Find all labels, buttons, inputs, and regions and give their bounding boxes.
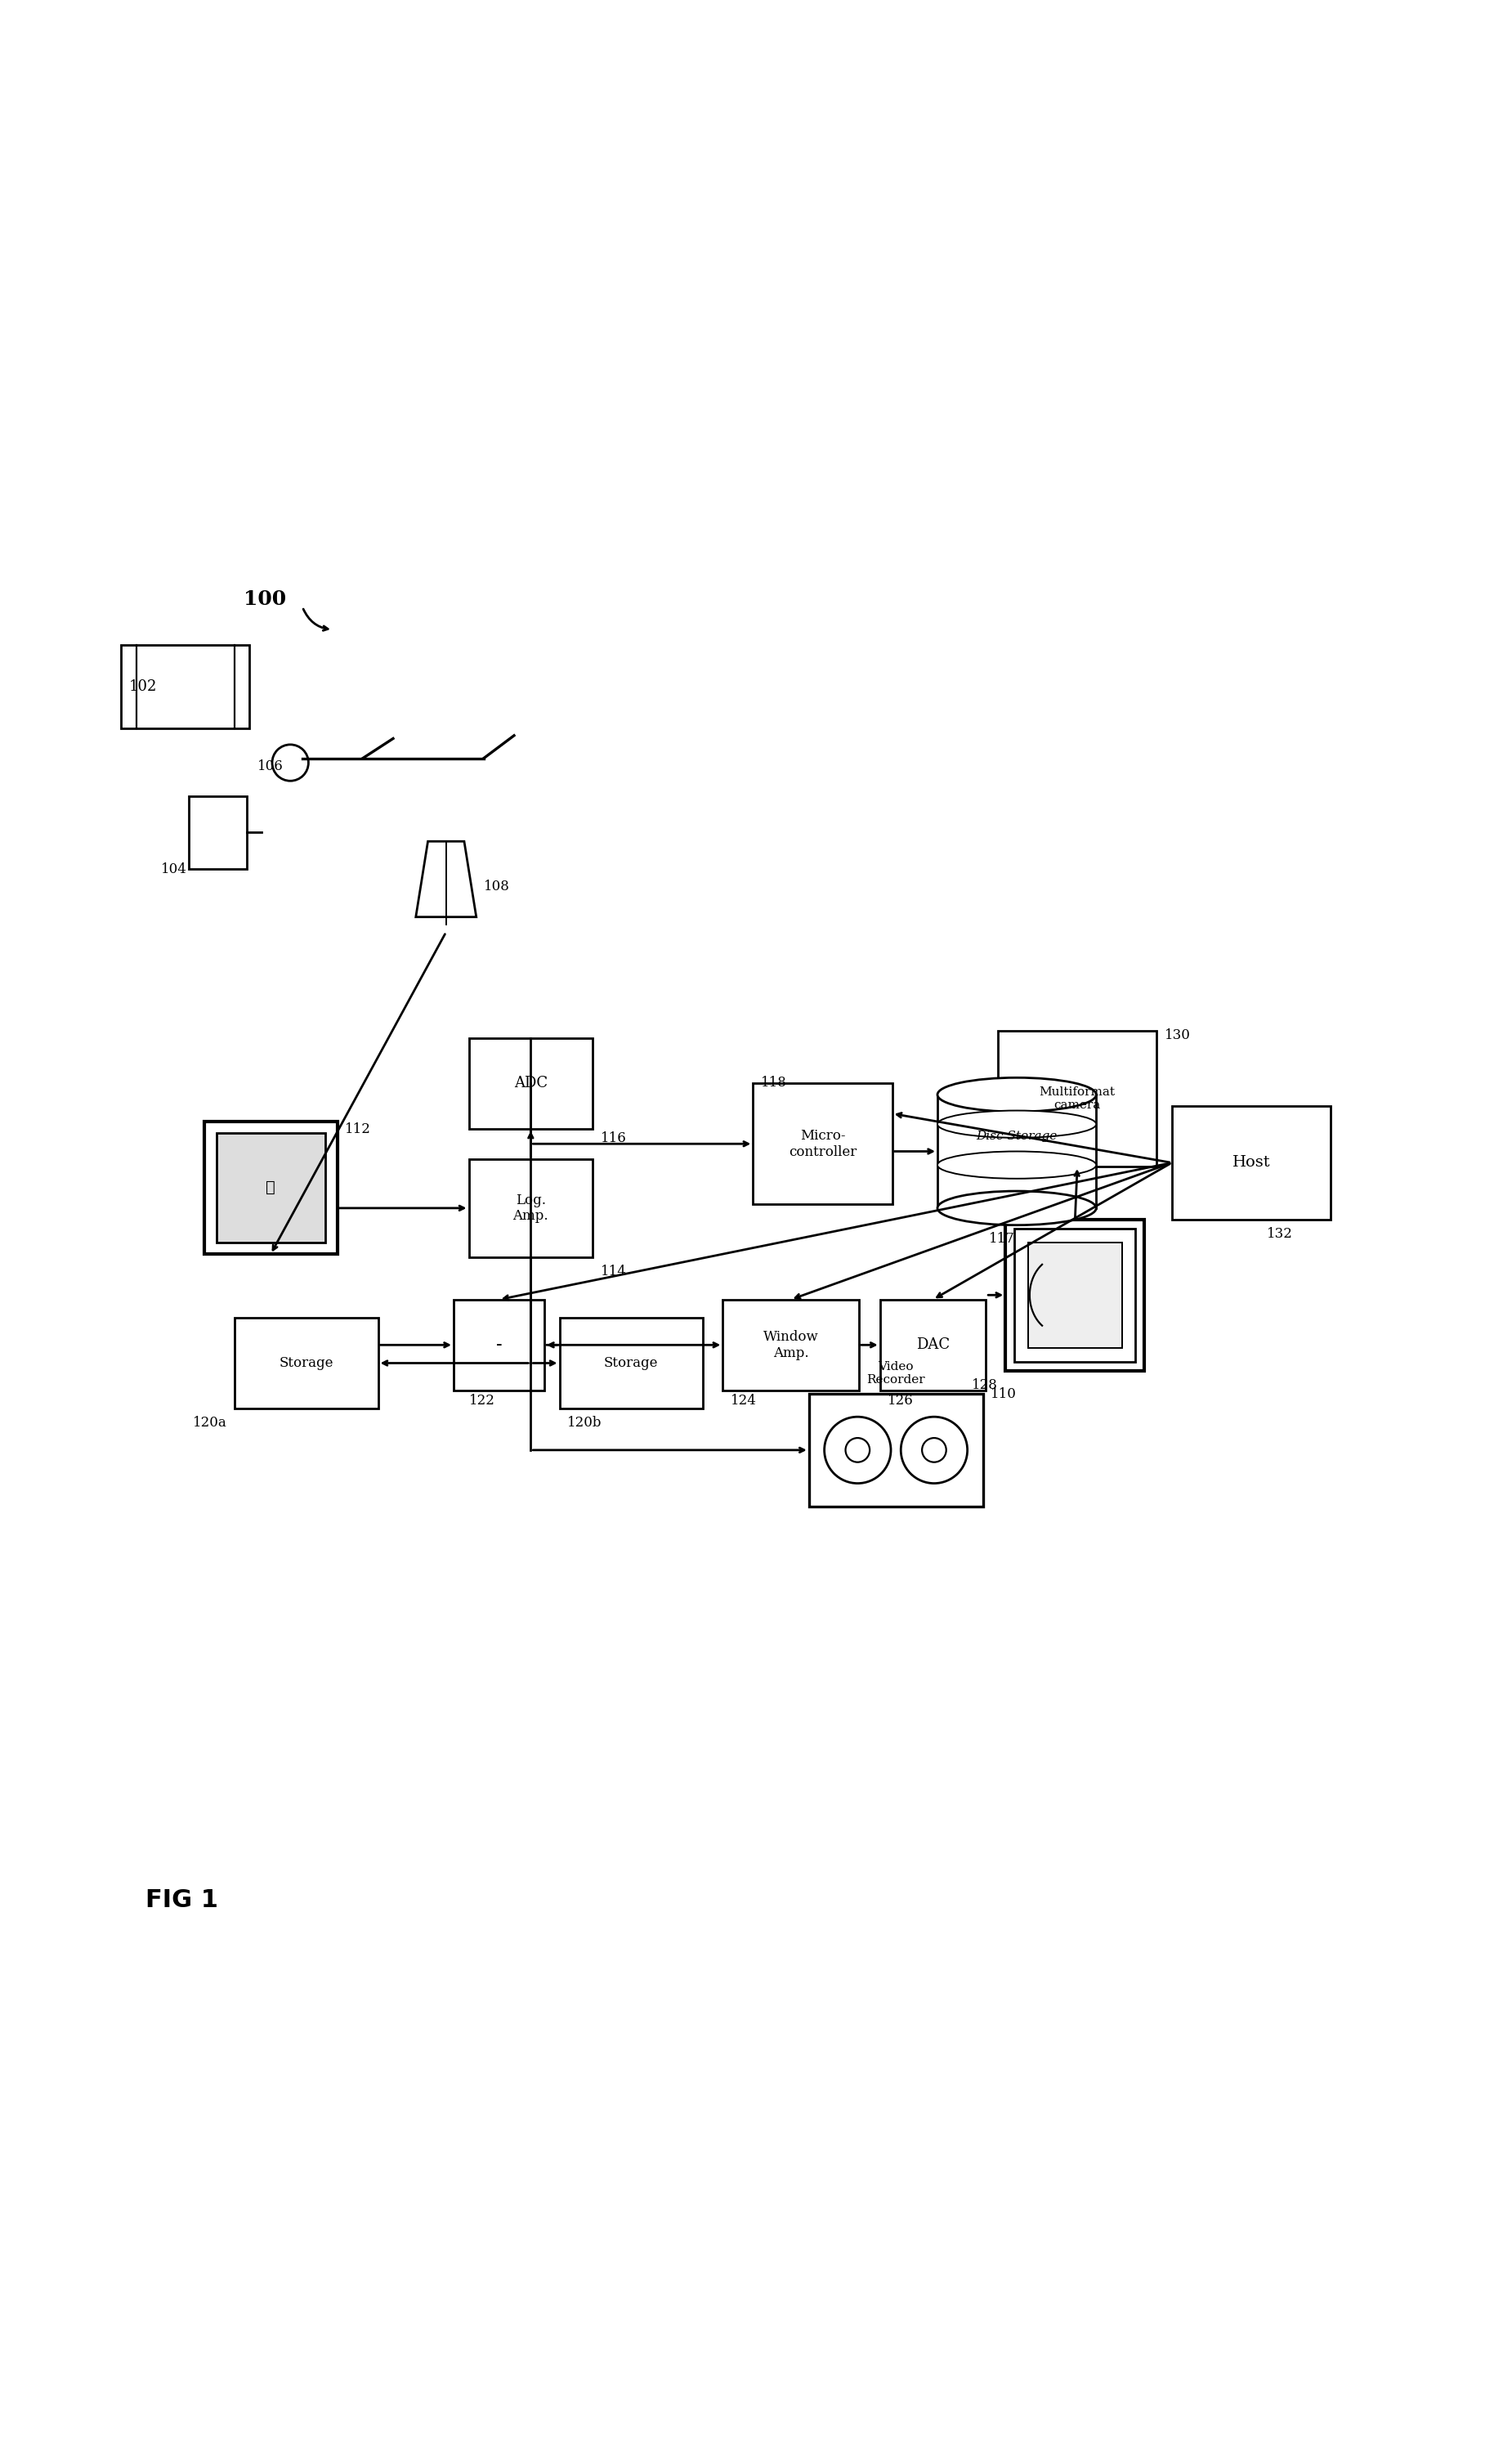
FancyBboxPatch shape xyxy=(469,1158,593,1256)
Ellipse shape xyxy=(937,1077,1096,1112)
Text: FIG 1: FIG 1 xyxy=(145,1887,218,1912)
Bar xyxy=(204,1121,337,1254)
FancyBboxPatch shape xyxy=(454,1301,544,1391)
FancyBboxPatch shape xyxy=(234,1318,378,1409)
Text: Micro-
controller: Micro- controller xyxy=(789,1129,856,1158)
Text: -: - xyxy=(496,1335,502,1355)
Text: 116: 116 xyxy=(600,1131,626,1146)
Text: Multiformat
camera: Multiformat camera xyxy=(1039,1087,1116,1112)
Text: 122: 122 xyxy=(469,1394,494,1406)
Text: 130: 130 xyxy=(1164,1028,1190,1043)
Bar xyxy=(937,1094,1096,1207)
Text: 120b: 120b xyxy=(567,1416,602,1431)
Bar xyxy=(189,795,246,869)
Bar xyxy=(121,645,249,729)
Text: 108: 108 xyxy=(484,881,510,893)
FancyBboxPatch shape xyxy=(753,1082,892,1205)
Text: 126: 126 xyxy=(888,1394,913,1406)
Text: 102: 102 xyxy=(129,680,157,694)
Text: Video
Recorder: Video Recorder xyxy=(866,1362,925,1387)
Text: 132: 132 xyxy=(1267,1227,1293,1242)
Text: 🫁: 🫁 xyxy=(266,1180,275,1195)
Text: 112: 112 xyxy=(345,1121,370,1136)
Ellipse shape xyxy=(937,1112,1096,1139)
Ellipse shape xyxy=(937,1190,1096,1225)
Text: 110: 110 xyxy=(990,1387,1016,1401)
Ellipse shape xyxy=(937,1151,1096,1178)
Text: Window
Amp.: Window Amp. xyxy=(764,1330,818,1360)
Text: 104: 104 xyxy=(160,861,187,876)
FancyBboxPatch shape xyxy=(998,1031,1157,1166)
Text: 114: 114 xyxy=(600,1264,626,1279)
Text: ADC: ADC xyxy=(514,1075,547,1090)
Bar xyxy=(1015,1229,1136,1362)
Text: Log.
Amp.: Log. Amp. xyxy=(513,1193,549,1222)
FancyBboxPatch shape xyxy=(559,1318,703,1409)
Text: 118: 118 xyxy=(761,1075,786,1090)
Text: 120a: 120a xyxy=(192,1416,227,1431)
FancyBboxPatch shape xyxy=(469,1038,593,1129)
Text: 117: 117 xyxy=(989,1232,1015,1247)
Text: Host: Host xyxy=(1232,1156,1270,1171)
FancyBboxPatch shape xyxy=(880,1301,986,1391)
Text: 106: 106 xyxy=(257,758,283,773)
Bar xyxy=(809,1394,983,1507)
Bar xyxy=(1028,1242,1122,1347)
Text: Storage: Storage xyxy=(280,1357,333,1369)
Text: 128: 128 xyxy=(972,1379,998,1391)
FancyBboxPatch shape xyxy=(1172,1107,1331,1220)
Text: Storage: Storage xyxy=(605,1357,658,1369)
Text: DAC: DAC xyxy=(916,1337,950,1352)
Text: 124: 124 xyxy=(730,1394,756,1406)
Text: Disc Storage: Disc Storage xyxy=(977,1131,1057,1141)
Bar xyxy=(216,1134,325,1242)
FancyBboxPatch shape xyxy=(723,1301,859,1391)
Text: 100: 100 xyxy=(243,589,286,609)
Bar xyxy=(1005,1220,1145,1372)
